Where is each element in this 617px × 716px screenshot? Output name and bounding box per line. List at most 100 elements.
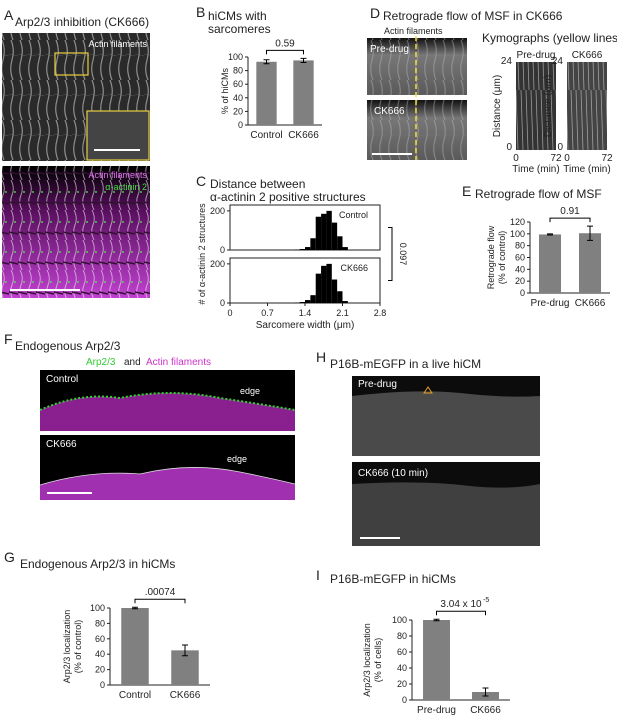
chart-title: Retrograde flow of MSF	[475, 187, 602, 201]
y-tick-label: 20	[397, 679, 407, 689]
panel-letter: H	[316, 349, 326, 365]
panel-letter: F	[4, 331, 13, 347]
panel-letter: C	[196, 173, 206, 189]
image-label: Actin filaments	[88, 170, 147, 180]
kymo-condition: CK666	[572, 50, 603, 61]
histogram-bar	[305, 300, 311, 303]
y-tick-label: 80	[233, 66, 243, 76]
bar	[579, 233, 601, 293]
series-label: Control	[339, 210, 368, 220]
p-value: 3.04 x 10	[440, 599, 482, 610]
y-tick-label: 0	[520, 288, 525, 298]
error-bar	[263, 59, 270, 65]
y-tick-label: 0	[402, 695, 407, 705]
histogram-bar	[321, 265, 327, 303]
x-tick-label: Control	[119, 690, 151, 701]
x-tick-label: Pre-drug	[531, 298, 570, 309]
y-axis-label: % of hiCMs	[220, 67, 230, 114]
y-tick-label: 120	[510, 217, 525, 227]
kymograph-texture	[516, 62, 556, 150]
cell-edge	[39, 392, 296, 411]
kymo-xlabel: Time (min)	[563, 164, 610, 175]
x-tick-label: CK666	[288, 130, 319, 141]
histogram-bar	[342, 247, 348, 250]
p-value: 0.097	[398, 243, 408, 266]
y-axis-label: Retrograde flow	[486, 225, 496, 289]
error-bar	[182, 644, 188, 657]
y-tick-label: 60	[233, 79, 243, 89]
x-tick-label: Control	[250, 130, 282, 141]
edge-label: edge	[240, 386, 260, 396]
micrograph-texture	[367, 38, 467, 95]
significance-bracket	[436, 610, 486, 616]
y-tick-label: 80	[515, 241, 525, 251]
p-value: 0.91	[560, 206, 580, 217]
y-tick-label: 60	[95, 634, 105, 644]
y-axis-label: (% of control)	[497, 231, 507, 285]
panel-letter: I	[316, 567, 320, 583]
x-tick-label: 2.8	[374, 308, 387, 318]
histogram-bar	[326, 210, 332, 250]
arrowhead	[423, 386, 433, 394]
p-value: 0.59	[275, 38, 295, 49]
kymo-tick-label: 0	[506, 142, 512, 153]
y-tick-label: 40	[233, 93, 243, 103]
condition-label: Pre-drug	[370, 44, 409, 55]
error-bar	[300, 57, 307, 63]
bar	[539, 234, 561, 293]
kymo-tick-label: 24	[501, 56, 513, 67]
condition-label: CK666	[46, 439, 77, 450]
x-tick-label: Pre-drug	[417, 705, 456, 716]
panel-title: Arp2/3 inhibition (CK666)	[15, 15, 149, 29]
x-tick-label: 2.1	[336, 308, 349, 318]
y-tick-label: 20	[95, 665, 105, 675]
kymograph-texture	[567, 62, 607, 150]
y-tick-label: 40	[95, 649, 105, 659]
kymo-tick-label: 0	[513, 153, 519, 164]
image-label: Actin filaments	[88, 39, 147, 49]
condition-label: CK666	[374, 106, 405, 117]
significance-bracket	[388, 227, 393, 281]
y-tick-label: 0	[238, 120, 243, 130]
legend-label: Arp2/3	[86, 357, 116, 368]
cell-region	[40, 467, 295, 500]
histogram-bar	[310, 295, 316, 303]
bar	[293, 60, 314, 125]
y-tick-label: 0	[220, 245, 225, 255]
kymo-xlabel: Time (min)	[512, 164, 559, 175]
error-bar	[132, 606, 138, 610]
cell-region	[352, 391, 540, 456]
y-axis-label: (% of cells)	[373, 638, 383, 683]
bar	[121, 608, 149, 685]
y-tick-label: 0	[100, 680, 105, 690]
legend-label: and	[124, 357, 141, 368]
chart-title: sarcomeres	[208, 22, 271, 36]
y-tick-label: 60	[515, 253, 525, 263]
y-tick-label: 80	[95, 618, 105, 628]
significance-bracket	[266, 49, 304, 55]
error-bar	[433, 618, 440, 622]
error-bar	[587, 225, 593, 241]
kymo-tick-label: 0	[564, 153, 570, 164]
y-axis-label: # of α-actinin 2 structures	[197, 203, 207, 305]
panel-letter: A	[4, 7, 14, 23]
legend-label: Actin filaments	[146, 357, 211, 368]
x-tick-label: 0.7	[261, 308, 274, 318]
chart-title: P16B-mEGFP in hiCMs	[330, 572, 456, 586]
y-tick-label: 100	[392, 615, 407, 625]
histogram-bar	[331, 222, 338, 250]
chart-title: Endogenous Arp2/3 in hiCMs	[20, 557, 175, 571]
inset	[86, 110, 150, 161]
x-tick-label: CK666	[470, 705, 501, 716]
y-tick-label: 80	[397, 631, 407, 641]
p-value-exponent: -5	[483, 597, 489, 604]
kymo-ylabel: Distance (μm)	[492, 75, 503, 137]
histogram-bar	[326, 263, 332, 303]
histogram-bar	[315, 216, 322, 250]
micrograph-texture	[367, 100, 467, 160]
x-tick-label: CK666	[575, 298, 606, 309]
image-label: Actin filaments	[384, 26, 443, 36]
x-tick-label: 0	[227, 308, 232, 318]
panel-letter: D	[370, 5, 380, 21]
